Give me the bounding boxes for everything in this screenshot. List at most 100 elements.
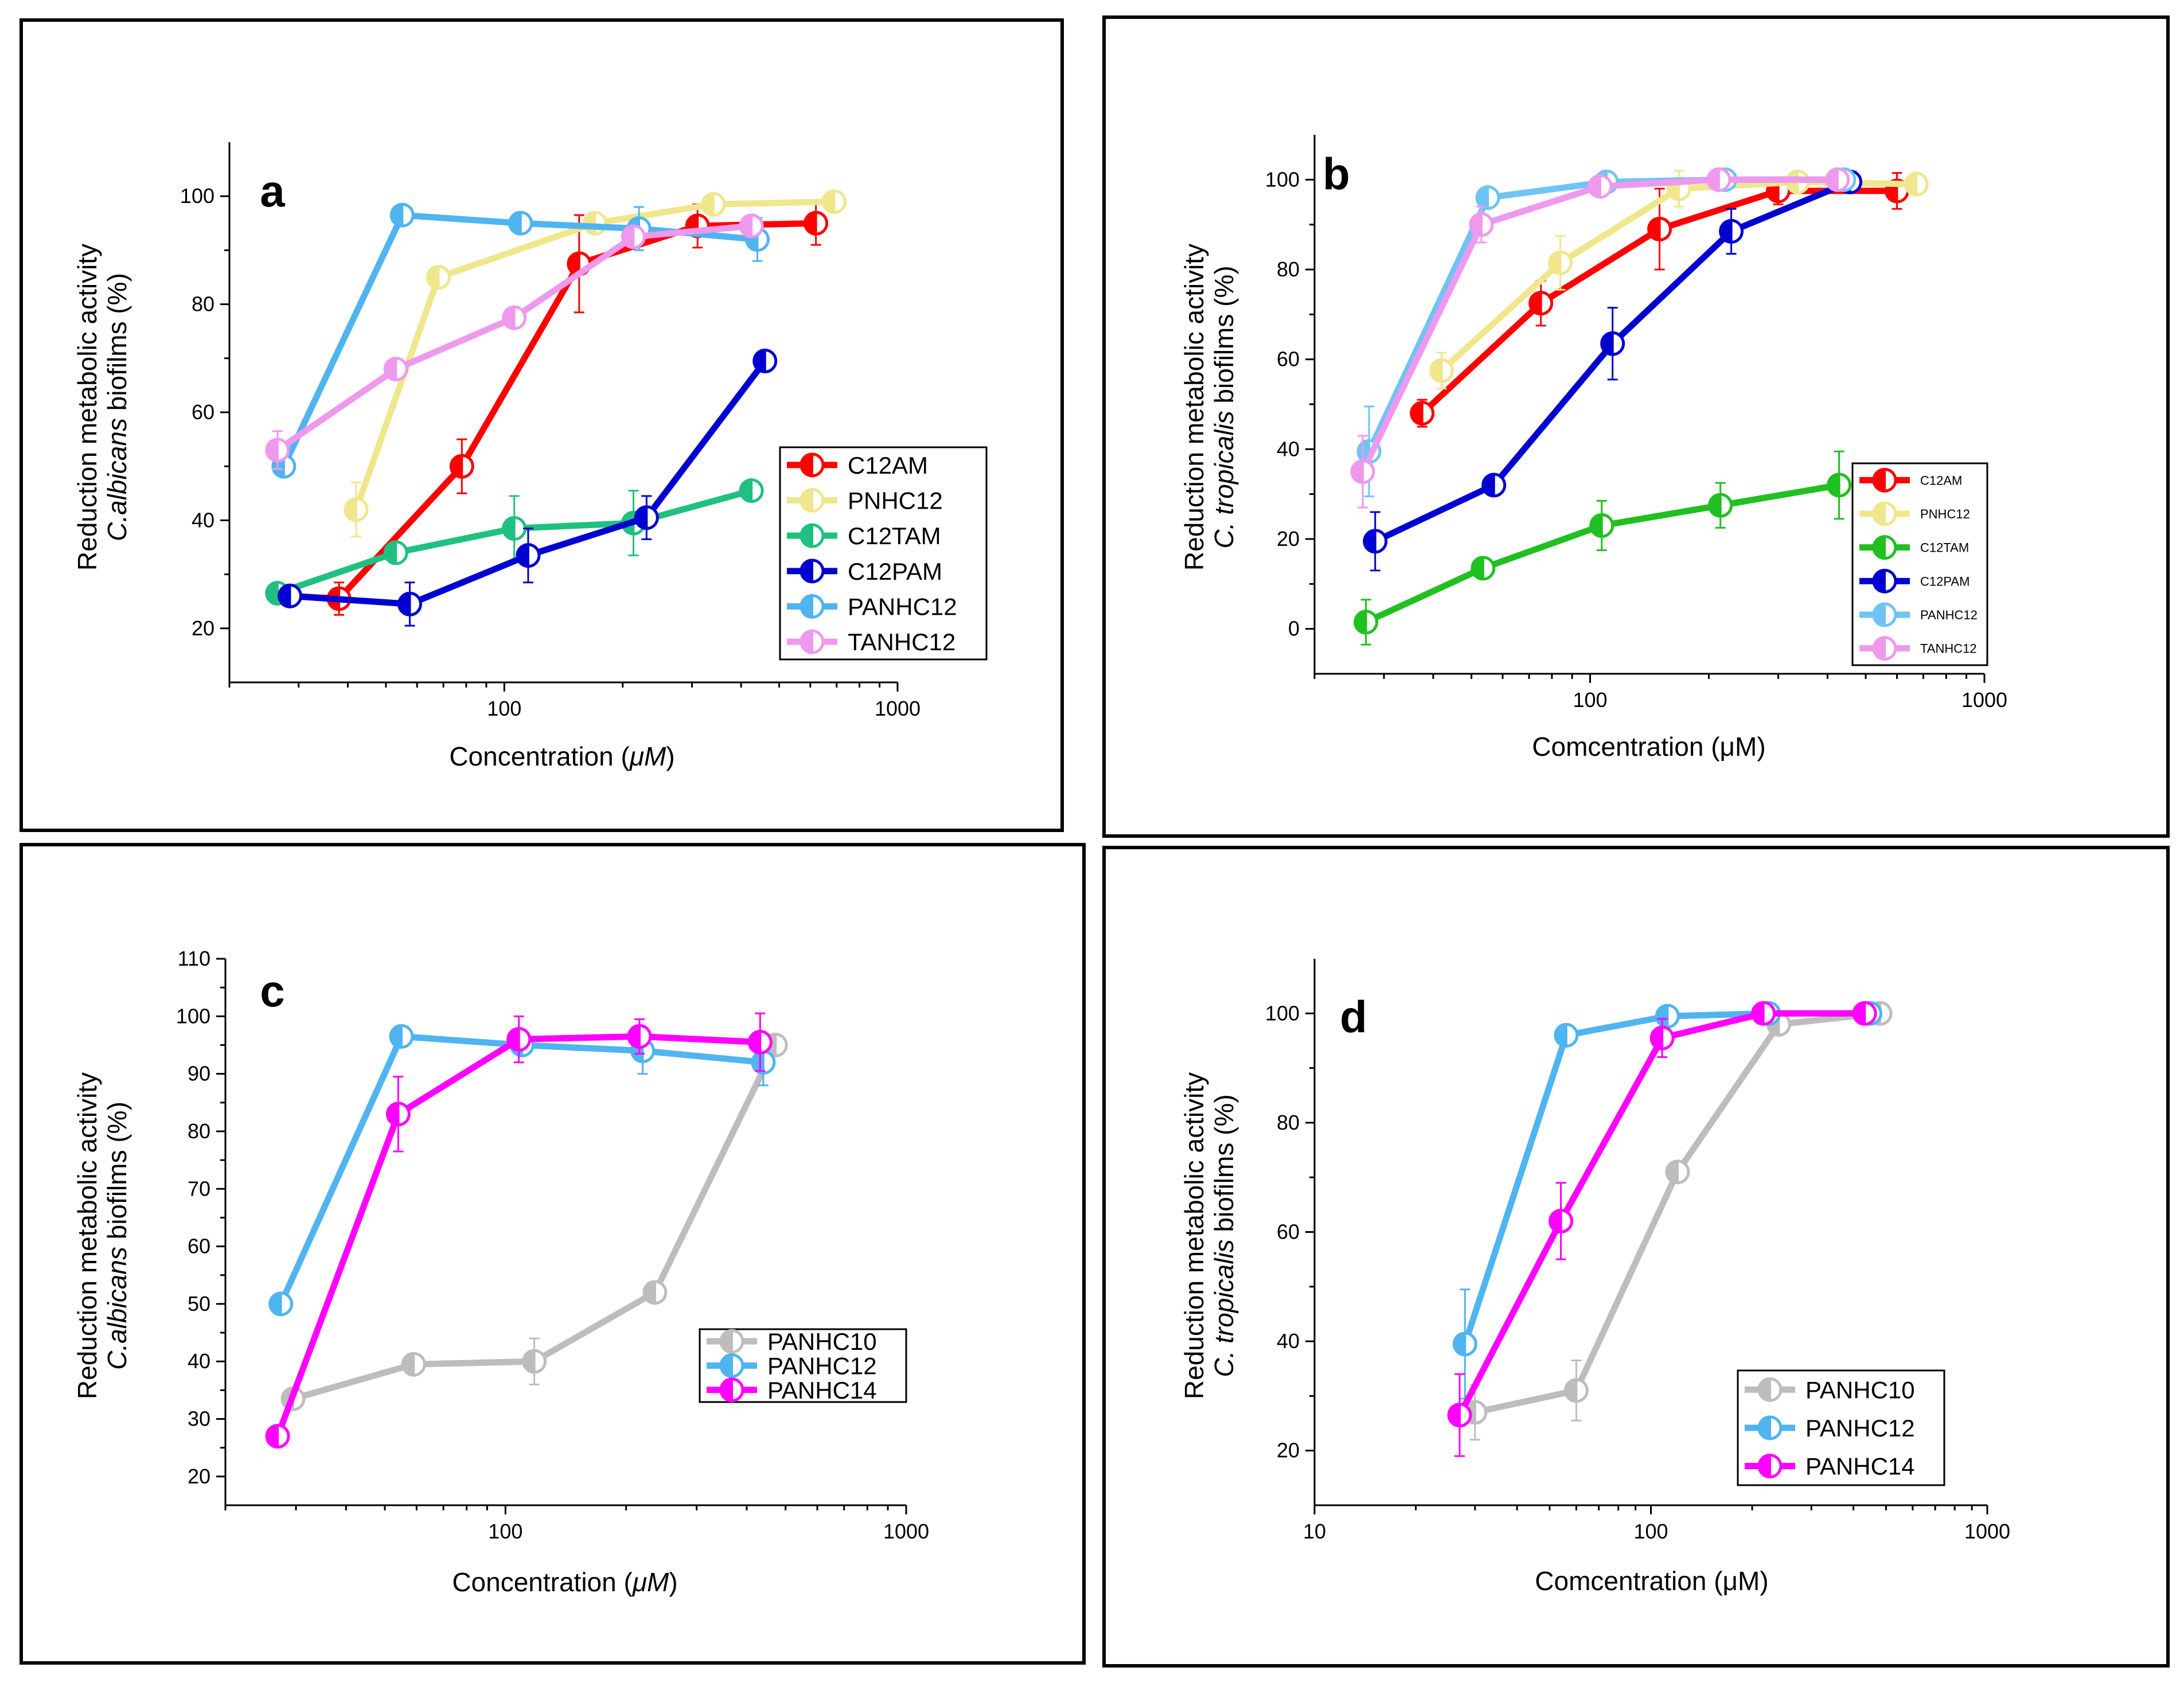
x-tick-label: 1000 [883, 1520, 929, 1543]
panel-frame [1102, 846, 2170, 1668]
x-tick-label: 10 [1303, 1520, 1326, 1543]
marker-fill [629, 1025, 640, 1048]
legend-item-c12am: C12AM [1859, 467, 1962, 493]
data-point [752, 349, 778, 374]
marker-fill [801, 525, 812, 547]
marker-fill [1666, 1161, 1678, 1183]
data-point [739, 213, 764, 239]
series-c12tam [265, 478, 764, 606]
marker-fill [1352, 460, 1363, 483]
data-point [426, 265, 451, 290]
y-axis-label-line1: Reduction metabolic activity [1179, 1072, 1209, 1399]
data-point [1825, 167, 1850, 192]
marker-fill [1759, 1417, 1770, 1439]
panel-b: 0 20 40 60 80 100 100 1000 Comcentration (μM) Red… [1102, 15, 2170, 838]
data-point [508, 210, 533, 236]
legend-marker [800, 629, 825, 654]
legend-item-panhc10: PANHC10 [1745, 1376, 1915, 1403]
data-point [747, 1029, 773, 1055]
marker-fill [1565, 1379, 1577, 1401]
marker-fill [1411, 402, 1422, 424]
marker-fill [823, 190, 834, 213]
data-point [522, 1349, 547, 1374]
data-point [1429, 358, 1454, 383]
marker-fill [1589, 175, 1600, 198]
marker-fill [1470, 213, 1481, 236]
marker-fill [801, 489, 812, 511]
marker-fill [740, 215, 752, 237]
y-axis-label: Reduction metabolic activity C. tropicali… [1179, 244, 1239, 571]
marker-fill [1477, 186, 1488, 209]
data-point [277, 583, 302, 608]
y-axis-label-line2: C. tropicalis biofilms (%) [1209, 265, 1239, 548]
series-line [1439, 178, 1917, 373]
legend-item-c12tam: C12TAM [787, 522, 941, 549]
marker-fill [721, 1379, 732, 1401]
y-tick-label: 100 [1265, 1001, 1300, 1025]
x-tick-label: 100 [1573, 688, 1607, 712]
x-axis-label-text: Concentration ( [452, 1567, 633, 1597]
legend-marker [1872, 501, 1897, 526]
y-axis-label-species: C.albicans [102, 1247, 132, 1370]
data-point [389, 1024, 414, 1049]
y-tick-label: 60 [192, 400, 214, 424]
y-axis-label: Reduction metabolic activity C. tropicali… [1179, 1072, 1239, 1399]
data-point [701, 192, 726, 217]
legend-marker [719, 1353, 744, 1378]
marker-fill [517, 544, 528, 567]
marker-fill [1601, 333, 1613, 355]
data-point [516, 543, 541, 568]
series-c12am [277, 201, 829, 616]
data-point [401, 1352, 426, 1377]
y-tick-label: 20 [188, 1465, 210, 1488]
y-axis-label-line2: C.albicans biofilms (%) [102, 273, 132, 541]
marker-fill [1555, 1024, 1566, 1046]
marker-fill [345, 498, 356, 521]
data-point [1904, 171, 1929, 197]
marker-fill [509, 212, 521, 235]
series-c12tam [1354, 450, 1852, 646]
y-tick-label: 40 [1277, 1329, 1300, 1353]
legend-item-tanhc12: TANHC12 [1859, 636, 1977, 661]
marker-fill [1874, 637, 1885, 659]
series-panhc12 [268, 1024, 776, 1317]
series-line [278, 1033, 764, 1306]
x-axis-label-unit: μM [632, 1567, 669, 1597]
marker-fill [391, 204, 403, 227]
series-line [1474, 1010, 1881, 1416]
legend-marker [1757, 1454, 1783, 1479]
marker-fill [644, 1281, 655, 1303]
panel-letter: a [260, 166, 285, 216]
marker-fill [1355, 611, 1366, 633]
legend-item-panhc14: PANHC14 [1745, 1453, 1915, 1480]
data-point [1469, 212, 1494, 237]
y-tick-label: 110 [178, 947, 210, 970]
legend-label: PANHC14 [767, 1377, 877, 1404]
data-point [389, 202, 415, 228]
marker-fill [1874, 536, 1885, 559]
marker-fill [1874, 469, 1885, 491]
marker-fill [279, 585, 290, 607]
y-tick-label: 40 [192, 508, 214, 532]
marker-fill [503, 307, 514, 329]
data-point [1665, 1159, 1690, 1185]
marker-fill [754, 350, 765, 372]
marker-fill [1651, 1027, 1663, 1049]
x-axis-label-close: ) [669, 1567, 677, 1597]
series-line [275, 222, 752, 453]
legend-item-panhc10: PANHC10 [707, 1328, 877, 1355]
x-tick-label: 100 [487, 697, 521, 720]
legend-marker [800, 523, 825, 548]
marker-fill [266, 439, 278, 461]
data-point [1549, 1208, 1574, 1233]
data-point [1563, 1378, 1589, 1403]
legend-item-pnhc12: PNHC12 [787, 487, 943, 514]
marker-fill [403, 1353, 414, 1376]
data-point [502, 516, 527, 541]
data-point [821, 189, 847, 214]
legend-label: PANHC10 [767, 1328, 877, 1355]
marker-fill [1720, 220, 1731, 243]
data-point [634, 505, 659, 530]
